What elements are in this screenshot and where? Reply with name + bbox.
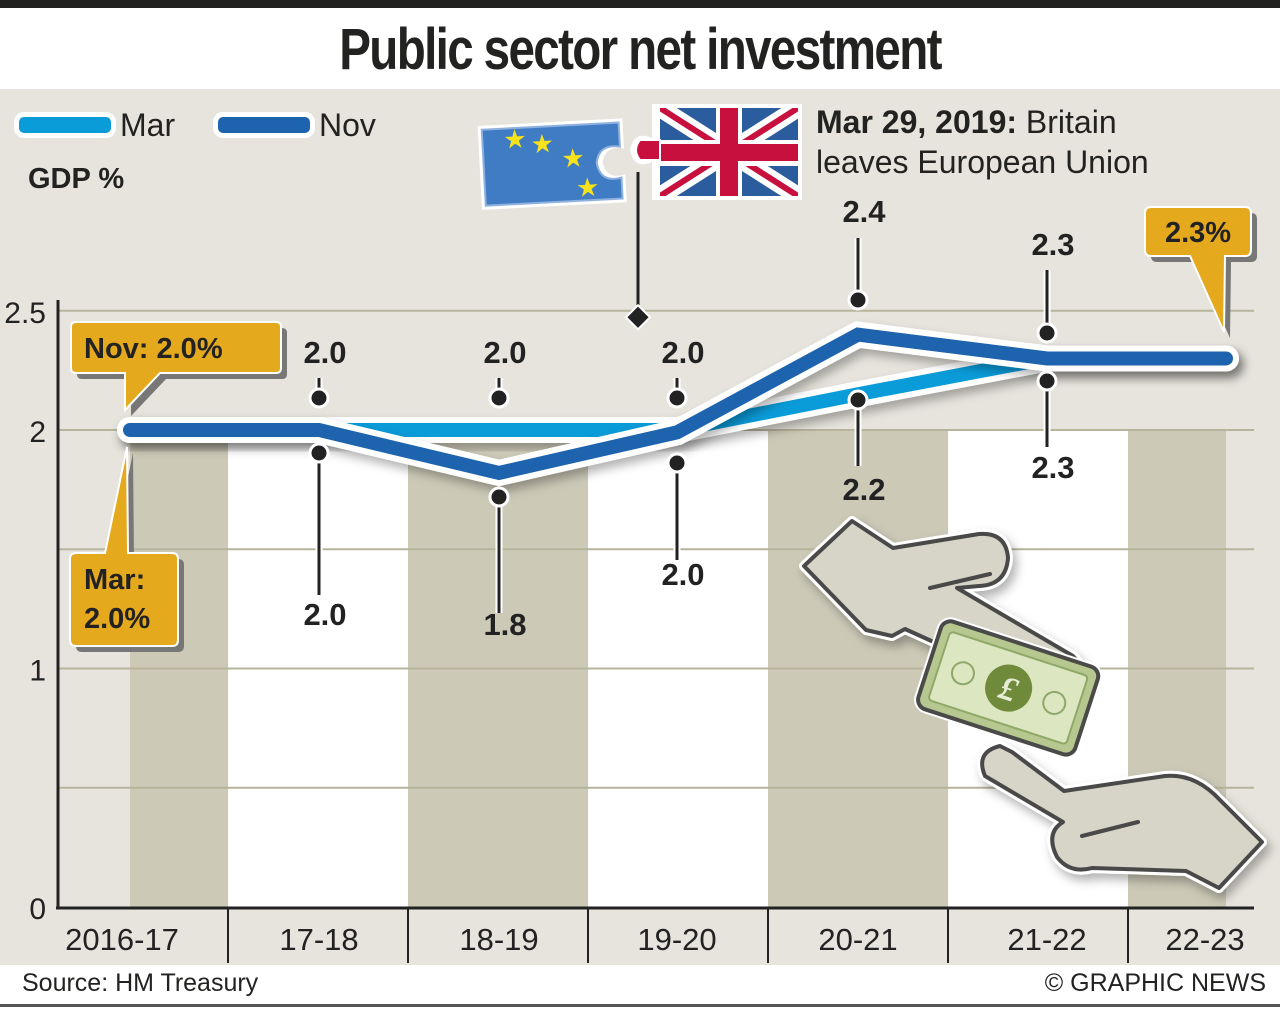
x-tick-label: 22-23 [1165, 922, 1244, 957]
legend-item-nov: Nov [213, 105, 376, 145]
x-tick-label: 21-22 [1007, 922, 1086, 957]
y-axis-label: GDP % [28, 163, 125, 195]
hands-pound-notes-icon: £ [799, 516, 1267, 893]
callout-end-text: 2.3% [1165, 217, 1231, 249]
y-tick-label: 2 [29, 416, 46, 449]
y-tick-label: 0 [29, 893, 46, 926]
x-tick-label: 17-18 [279, 922, 358, 957]
annotation-date: Mar 29, 2019: [816, 104, 1018, 140]
callout-nov-start: Nov: 2.0% [70, 321, 287, 416]
callout-mar-start-line1: Mar: [84, 564, 145, 596]
svg-text:★: ★ [503, 124, 528, 155]
nov-label-17-18-label: 2.0 [303, 597, 346, 632]
nov-label-20-21-dot [847, 289, 869, 311]
x-tick-label: 2016-17 [65, 922, 179, 957]
nov-label-20-21-label: 2.4 [842, 194, 886, 229]
x-tick-label: 19-20 [637, 922, 716, 957]
legend-label-mar: Mar [120, 106, 176, 143]
svg-text:★: ★ [530, 129, 555, 160]
legend-swatch-nov [213, 112, 315, 138]
x-tick-label: 20-21 [818, 922, 897, 957]
nov-label-18-19-label: 1.8 [483, 607, 526, 642]
mar-label-20-21-dot [847, 389, 869, 411]
callout-mar-start-line2: 2.0% [84, 603, 150, 635]
nov-label-21-22-label: 2.3 [1031, 227, 1074, 262]
svg-text:★: ★ [561, 143, 586, 174]
x-axis-categories: 2016-17 17-18 18-19 19-20 20-21 21-22 22-23 [65, 908, 1245, 963]
mar-label-18-19-label: 2.0 [483, 335, 526, 370]
annotation-line2: leaves European Union [816, 144, 1149, 180]
credit-note: © GRAPHIC NEWS [1044, 969, 1266, 997]
series-line-nov [123, 327, 1233, 481]
source-note: Source: HM Treasury [22, 969, 259, 997]
chart-title: Public sector net investment [339, 17, 942, 82]
y-tick-label: 1 [29, 655, 46, 688]
mar-label-19-20-dot [666, 387, 688, 409]
x-tick-label: 18-19 [459, 922, 538, 957]
legend-item-mar: Mar [14, 105, 175, 145]
uk-flag-puzzle-icon [630, 104, 802, 200]
top-rule [0, 0, 1280, 8]
mar-label-20-21-label: 2.2 [842, 472, 885, 507]
y-axis-ticks: 0 1 2 2.5 [4, 297, 46, 926]
mar-label-18-19-dot [488, 387, 510, 409]
nov-label-17-18-dot [308, 442, 330, 464]
mar-label-17-18-dot [308, 387, 330, 409]
data-markers: 2.0 2.0 2.0 2.4 2.3 2.0 1.8 2.0 2.2 2.3 [303, 194, 1074, 642]
nov-label-18-19-dot [488, 486, 510, 508]
y-tick-label: 2.5 [4, 297, 46, 330]
annotation-line1: Britain [1017, 104, 1117, 140]
nov-label-19-20-dot [666, 452, 688, 474]
nov-label-19-20-label: 2.0 [661, 557, 704, 592]
eu-flag-puzzle-icon: ★ ★ ★ ★ [477, 118, 627, 210]
callout-nov-start-text: Nov: 2.0% [84, 333, 223, 365]
mar-label-19-20-label: 2.0 [661, 335, 704, 370]
svg-text:★: ★ [575, 173, 600, 204]
series-lines [117, 321, 1239, 487]
nov-label-21-22-dot [1036, 322, 1058, 344]
mar-label-17-18-label: 2.0 [303, 335, 346, 370]
brexit-annotation: Mar 29, 2019: Britain leaves European Un… [816, 102, 1149, 182]
bottom-rule [0, 1004, 1280, 1007]
mar-label-21-22-label: 2.3 [1031, 450, 1074, 485]
brexit-marker-diamond [624, 303, 652, 331]
legend-label-nov: Nov [319, 106, 376, 143]
callout-mar-start: Mar: 2.0% [69, 446, 184, 652]
callout-end: 2.3% [1144, 206, 1257, 338]
mar-label-21-22-dot [1036, 370, 1058, 392]
legend-swatch-mar [14, 112, 116, 138]
